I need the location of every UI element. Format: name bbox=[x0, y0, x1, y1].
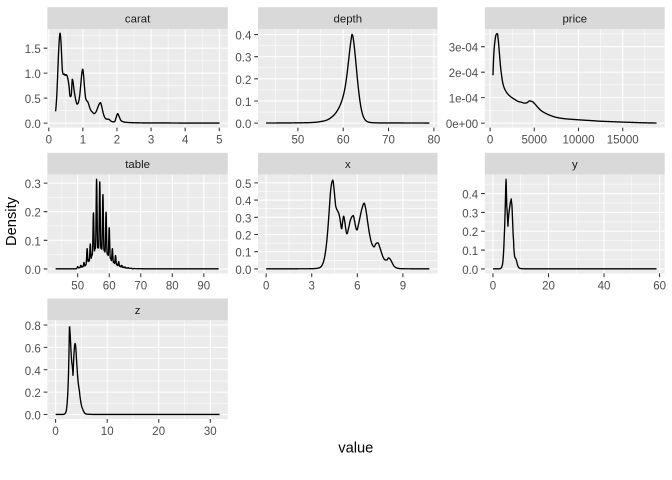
svg-text:0: 0 bbox=[490, 280, 496, 292]
svg-text:3: 3 bbox=[148, 135, 154, 147]
svg-text:0.0: 0.0 bbox=[462, 265, 478, 277]
svg-text:0.3: 0.3 bbox=[25, 179, 41, 191]
svg-text:20: 20 bbox=[542, 280, 555, 292]
svg-text:y: y bbox=[572, 159, 578, 171]
svg-text:value: value bbox=[338, 441, 373, 457]
svg-text:0.4: 0.4 bbox=[235, 31, 252, 43]
svg-text:0.2: 0.2 bbox=[235, 75, 251, 87]
svg-text:80: 80 bbox=[428, 135, 441, 147]
svg-text:Density: Density bbox=[4, 196, 20, 246]
svg-text:30: 30 bbox=[204, 426, 217, 438]
svg-text:z: z bbox=[135, 305, 141, 317]
svg-text:price: price bbox=[562, 14, 587, 26]
svg-text:1.0: 1.0 bbox=[25, 69, 41, 81]
svg-text:9: 9 bbox=[400, 280, 406, 292]
svg-text:0.4: 0.4 bbox=[235, 196, 252, 208]
svg-text:1: 1 bbox=[80, 135, 86, 147]
svg-text:40: 40 bbox=[598, 280, 611, 292]
svg-text:60: 60 bbox=[337, 135, 350, 147]
svg-text:70: 70 bbox=[382, 135, 395, 147]
svg-text:0.5: 0.5 bbox=[235, 179, 251, 191]
svg-text:0.3: 0.3 bbox=[462, 208, 478, 220]
svg-text:0.1: 0.1 bbox=[235, 97, 251, 109]
svg-text:6: 6 bbox=[354, 280, 360, 292]
svg-text:0.3: 0.3 bbox=[235, 213, 251, 225]
svg-text:1e-04: 1e-04 bbox=[449, 94, 479, 106]
svg-text:0.2: 0.2 bbox=[462, 227, 478, 239]
svg-text:0.1: 0.1 bbox=[462, 246, 478, 258]
svg-text:depth: depth bbox=[334, 14, 363, 26]
svg-text:50: 50 bbox=[292, 135, 305, 147]
svg-text:0.8: 0.8 bbox=[25, 321, 41, 333]
svg-text:carat: carat bbox=[125, 14, 151, 26]
svg-text:80: 80 bbox=[166, 280, 179, 292]
svg-text:20: 20 bbox=[152, 426, 165, 438]
svg-text:0.3: 0.3 bbox=[235, 53, 251, 65]
svg-text:60: 60 bbox=[653, 280, 666, 292]
svg-text:0.0: 0.0 bbox=[25, 265, 41, 277]
svg-text:10000: 10000 bbox=[563, 135, 595, 147]
svg-text:3: 3 bbox=[308, 280, 314, 292]
svg-text:50: 50 bbox=[71, 280, 84, 292]
svg-text:0.2: 0.2 bbox=[25, 388, 41, 400]
svg-text:0.4: 0.4 bbox=[25, 366, 42, 378]
svg-text:1.5: 1.5 bbox=[25, 44, 41, 56]
svg-text:15000: 15000 bbox=[607, 135, 639, 147]
svg-text:0.5: 0.5 bbox=[25, 94, 41, 106]
svg-text:70: 70 bbox=[134, 280, 147, 292]
svg-text:5: 5 bbox=[216, 135, 222, 147]
svg-text:table: table bbox=[125, 159, 150, 171]
svg-text:0.6: 0.6 bbox=[25, 343, 41, 355]
svg-text:0.2: 0.2 bbox=[235, 231, 251, 243]
svg-text:0.4: 0.4 bbox=[462, 190, 479, 202]
svg-text:0.1: 0.1 bbox=[235, 248, 251, 260]
svg-text:90: 90 bbox=[197, 280, 210, 292]
svg-text:5000: 5000 bbox=[522, 135, 548, 147]
svg-text:0.1: 0.1 bbox=[25, 236, 41, 248]
svg-text:2e-04: 2e-04 bbox=[449, 68, 479, 80]
svg-text:x: x bbox=[345, 159, 351, 171]
svg-text:0: 0 bbox=[46, 135, 52, 147]
svg-text:10: 10 bbox=[101, 426, 114, 438]
svg-text:0.0: 0.0 bbox=[25, 119, 41, 131]
svg-text:0e+00: 0e+00 bbox=[446, 119, 478, 131]
svg-text:0: 0 bbox=[487, 135, 493, 147]
svg-text:0.2: 0.2 bbox=[25, 208, 41, 220]
svg-text:60: 60 bbox=[103, 280, 116, 292]
svg-text:0.0: 0.0 bbox=[25, 411, 41, 423]
svg-text:0.0: 0.0 bbox=[235, 265, 251, 277]
svg-text:4: 4 bbox=[182, 135, 189, 147]
svg-text:0: 0 bbox=[52, 426, 58, 438]
svg-text:0.0: 0.0 bbox=[235, 119, 251, 131]
svg-text:3e-04: 3e-04 bbox=[449, 43, 479, 55]
svg-text:2: 2 bbox=[114, 135, 120, 147]
svg-text:0: 0 bbox=[263, 280, 269, 292]
